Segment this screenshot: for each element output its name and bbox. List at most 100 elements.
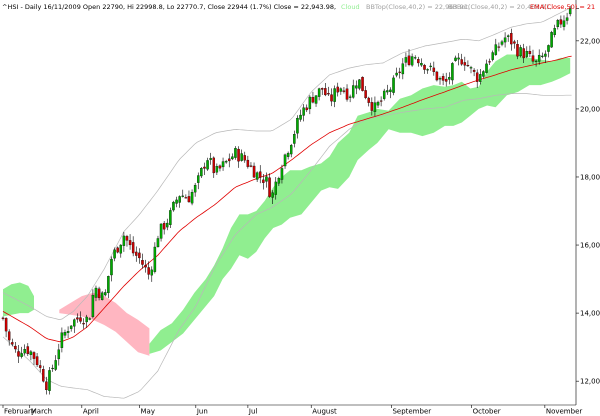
- candle: [283, 153, 287, 169]
- candle: [302, 104, 305, 122]
- candle-body: [364, 90, 367, 99]
- candle-body: [534, 60, 538, 62]
- candle-body: [541, 55, 544, 57]
- candle-body: [317, 88, 321, 97]
- candle: [271, 190, 274, 204]
- candle-body: [66, 331, 70, 333]
- candle: [497, 42, 501, 52]
- candle-body: [277, 178, 281, 184]
- x-tick-label: November: [546, 408, 583, 416]
- candle-body: [510, 33, 513, 45]
- candle-body: [320, 88, 324, 90]
- candles: [1, 5, 572, 395]
- candle-body: [153, 246, 157, 272]
- candle-body: [122, 235, 126, 246]
- candle-body: [104, 292, 107, 296]
- candle: [513, 39, 516, 49]
- candle: [559, 15, 563, 28]
- candle-body: [401, 63, 405, 75]
- candle-body: [410, 56, 414, 66]
- candle-body: [355, 85, 358, 89]
- candle-body: [460, 59, 463, 65]
- candle-body: [255, 172, 259, 180]
- candle-body: [537, 54, 541, 62]
- candle: [305, 104, 308, 113]
- candle: [246, 155, 250, 169]
- candle-body: [113, 249, 116, 259]
- x-tick-label: Jun: [196, 408, 208, 416]
- candle: [113, 247, 116, 262]
- candle-body: [327, 93, 330, 95]
- candle-body: [60, 332, 64, 348]
- candle: [565, 12, 569, 25]
- candle: [255, 171, 259, 183]
- candle: [169, 207, 172, 229]
- candle: [441, 73, 445, 86]
- candle: [482, 70, 485, 79]
- y-tick-label: 22,000: [580, 37, 600, 45]
- candle-body: [525, 51, 529, 57]
- candle: [237, 146, 240, 168]
- candle-body: [488, 61, 491, 63]
- candle: [119, 244, 123, 258]
- candle-body: [311, 97, 315, 103]
- candle-body: [500, 41, 504, 45]
- candle: [519, 44, 522, 58]
- candle-body: [166, 222, 169, 228]
- candle-body: [271, 192, 274, 198]
- candle-body: [382, 90, 386, 99]
- candle: [420, 58, 423, 67]
- candle: [218, 164, 222, 172]
- candle-body: [361, 76, 364, 91]
- candle-body: [181, 195, 185, 197]
- candle-body: [497, 46, 501, 48]
- candle-body: [314, 95, 318, 104]
- candle: [206, 157, 209, 171]
- candle-body: [231, 156, 234, 160]
- candle-body: [119, 244, 123, 254]
- candle-body: [141, 260, 144, 265]
- candle: [454, 55, 457, 62]
- candle: [556, 18, 560, 30]
- x-tick-label: October: [473, 408, 501, 416]
- candle: [299, 109, 302, 122]
- candle: [63, 329, 67, 339]
- candle: [172, 200, 175, 212]
- candle-body: [162, 222, 166, 230]
- candle-body: [206, 160, 209, 170]
- candle-body: [392, 77, 395, 93]
- candle-body: [308, 96, 312, 110]
- candle: [38, 360, 42, 373]
- candle: [153, 242, 157, 274]
- candle-body: [88, 318, 92, 320]
- candle: [209, 152, 212, 165]
- candle: [224, 159, 228, 164]
- candle-body: [131, 242, 135, 254]
- candle: [382, 88, 386, 101]
- candle-body: [389, 89, 392, 92]
- candle-body: [556, 20, 560, 28]
- candle: [311, 91, 315, 104]
- candle: [327, 86, 330, 97]
- candle-body: [190, 192, 194, 204]
- candle-body: [14, 345, 17, 350]
- candle: [525, 46, 529, 59]
- candle: [444, 72, 448, 87]
- candle-body: [348, 96, 352, 98]
- candle: [336, 82, 339, 97]
- candle-body: [97, 288, 101, 299]
- x-tick-label: March: [31, 408, 52, 416]
- candle-body: [262, 179, 265, 183]
- candle: [404, 52, 408, 67]
- candle-body: [479, 74, 482, 82]
- candle-body: [11, 342, 14, 345]
- candle-body: [376, 101, 380, 106]
- candle: [17, 345, 20, 364]
- candle: [293, 130, 296, 148]
- candle-body: [482, 71, 485, 77]
- candle-body: [224, 160, 228, 163]
- candle: [463, 56, 467, 71]
- candle: [156, 235, 160, 248]
- candle: [122, 231, 126, 252]
- candle: [162, 221, 166, 235]
